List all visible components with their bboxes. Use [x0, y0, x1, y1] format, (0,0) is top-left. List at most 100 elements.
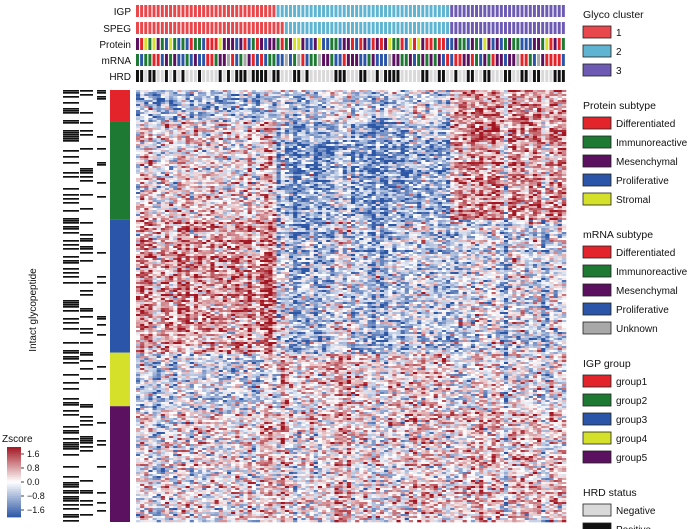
track-cell [545, 54, 548, 66]
heatmap-cell [372, 156, 376, 158]
heatmap-cell [310, 134, 314, 136]
heatmap-cell [421, 162, 425, 164]
heatmap-cell [231, 172, 235, 174]
heatmap-cell [396, 132, 400, 134]
heatmap-cell [239, 116, 243, 118]
heatmap-cell [396, 102, 400, 104]
track-label-4: HRD [109, 72, 131, 83]
annotation-tracks [136, 5, 565, 82]
heatmap-cell [194, 116, 198, 118]
heatmap-cell [533, 136, 537, 138]
heatmap-cell [492, 120, 496, 122]
heatmap-cell [248, 134, 252, 136]
heatmap-cell [355, 116, 359, 118]
heatmap-cell [417, 138, 421, 140]
heatmap-cell [256, 142, 260, 144]
heatmap-cell [157, 120, 161, 122]
heatmap-cell [198, 156, 202, 158]
heatmap-cell [165, 112, 169, 114]
heatmap-cell [512, 164, 516, 166]
heatmap-cell [454, 90, 458, 92]
heatmap-cell [417, 120, 421, 122]
heatmap-cell [256, 132, 260, 134]
heatmap-cell [277, 166, 281, 168]
heatmap-cell [334, 130, 338, 132]
heatmap-cell [533, 150, 537, 152]
track-cell [314, 5, 317, 17]
heatmap-cell [210, 142, 214, 144]
heatmap-cell [541, 140, 545, 142]
heatmap-cell [450, 94, 454, 96]
heatmap-cell [206, 134, 210, 136]
heatmap-cell [417, 158, 421, 160]
heatmap-cell [525, 112, 529, 114]
heatmap-cell [306, 150, 310, 152]
heatmap-cell [264, 98, 268, 100]
heatmap-cell [334, 110, 338, 112]
heatmap-cell [223, 120, 227, 122]
heatmap-cell [169, 154, 173, 156]
heatmap-cell [347, 128, 351, 130]
heatmap-cell [467, 92, 471, 94]
heatmap-cell [459, 140, 463, 142]
heatmap-cell [475, 106, 479, 108]
heatmap-cell [244, 158, 248, 160]
heatmap-cell [363, 150, 367, 152]
heatmap-cell [376, 92, 380, 94]
heatmap-cell [521, 94, 525, 96]
heatmap-cell [326, 118, 330, 120]
heatmap-cell [285, 166, 289, 168]
heatmap-cell [368, 102, 372, 104]
track-cell [347, 38, 350, 50]
heatmap-cell [533, 144, 537, 146]
heatmap-cell [405, 140, 409, 142]
heatmap-cell [363, 120, 367, 122]
heatmap-cell [194, 142, 198, 144]
heatmap-cell [289, 150, 293, 152]
heatmap-cell [202, 94, 206, 96]
heatmap-cell [372, 138, 376, 140]
heatmap-cell [334, 140, 338, 142]
heatmap-cell [413, 150, 417, 152]
heatmap-cell [161, 140, 165, 142]
heatmap-cell [355, 106, 359, 108]
heatmap-cell [148, 152, 152, 154]
heatmap-cell [198, 102, 202, 104]
track-cell [173, 5, 176, 17]
row-mark [97, 282, 106, 284]
heatmap-cell [248, 148, 252, 150]
heatmap-cell [504, 158, 508, 160]
heatmap-cell [442, 152, 446, 154]
heatmap-cell [190, 120, 194, 122]
heatmap-cell [215, 158, 219, 160]
heatmap-cell [384, 106, 388, 108]
heatmap-cell [343, 112, 347, 114]
heatmap-cell [157, 162, 161, 164]
heatmap-cell [215, 114, 219, 116]
track-cell [161, 70, 164, 82]
heatmap-cell [244, 156, 248, 158]
heatmap-cell [285, 98, 289, 100]
heatmap-cell [541, 126, 545, 128]
heatmap-cell [153, 106, 157, 108]
heatmap-cell [219, 136, 223, 138]
row-mark [63, 262, 79, 264]
track-cell [293, 38, 296, 50]
heatmap-cell [392, 106, 396, 108]
heatmap-cell [177, 164, 181, 166]
heatmap-cell [529, 100, 533, 102]
track-cell [467, 38, 470, 50]
track-cell [483, 70, 486, 82]
heatmap-cell [256, 118, 260, 120]
heatmap-cell [190, 136, 194, 138]
track-cell [190, 70, 193, 82]
heatmap-cell [285, 134, 289, 136]
heatmap-cell [144, 98, 148, 100]
heatmap-cell [363, 138, 367, 140]
heatmap-cell [148, 90, 152, 92]
heatmap-cell [231, 148, 235, 150]
row-mark [63, 352, 79, 354]
heatmap-cell [512, 140, 516, 142]
track-cell [355, 54, 358, 66]
heatmap-cell [525, 128, 529, 130]
